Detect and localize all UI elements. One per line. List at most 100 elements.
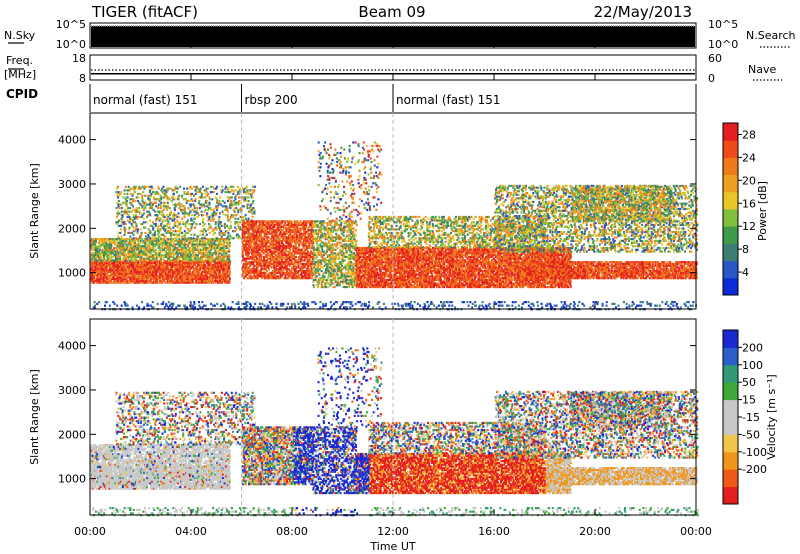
range-cell	[281, 255, 284, 258]
range-cell	[235, 302, 238, 305]
range-cell	[129, 239, 132, 243]
range-cell	[349, 306, 352, 309]
range-cell	[127, 214, 130, 217]
range-cell	[211, 191, 214, 194]
range-cell	[302, 269, 305, 273]
range-cell	[162, 192, 165, 196]
range-cell	[251, 269, 254, 273]
range-cell	[289, 222, 292, 225]
range-cell	[281, 269, 284, 273]
range-cell	[226, 191, 229, 194]
range-cell	[129, 187, 132, 190]
range-cell	[266, 230, 269, 234]
range-cell	[261, 277, 264, 280]
range-cell	[175, 274, 178, 277]
range-cell	[220, 224, 223, 227]
range-cell	[223, 241, 226, 244]
range-cell	[217, 250, 220, 253]
range-cell	[208, 196, 211, 199]
range-cell	[97, 270, 100, 274]
range-cell	[125, 270, 128, 274]
range-cell	[105, 239, 108, 243]
range-cell	[290, 245, 293, 248]
range-cell	[211, 198, 214, 201]
range-cell	[368, 304, 371, 307]
range-cell	[165, 276, 168, 279]
range-cell	[248, 248, 251, 251]
range-cell	[187, 207, 190, 210]
range-cell	[251, 255, 254, 258]
range-cell	[211, 238, 214, 241]
range-cell	[270, 252, 273, 255]
range-cell	[123, 265, 126, 268]
range-cell	[141, 261, 144, 265]
range-cell	[239, 215, 242, 219]
range-cell	[269, 250, 272, 253]
range-cell	[250, 203, 253, 206]
range-cell	[271, 273, 274, 276]
range-cell	[250, 241, 253, 244]
range-cell	[210, 252, 213, 255]
range-cell	[308, 229, 311, 232]
range-cell	[485, 306, 488, 309]
range-cell	[262, 223, 265, 227]
range-cell	[148, 246, 151, 250]
range-cell	[218, 259, 221, 262]
range-cell	[155, 198, 158, 201]
range-cell	[219, 196, 222, 199]
range-cell	[112, 255, 115, 258]
range-cell	[196, 274, 199, 277]
range-cell	[368, 301, 371, 304]
range-cell	[146, 248, 149, 251]
range-cell	[214, 250, 217, 253]
range-cell	[257, 261, 260, 264]
range-cell	[198, 199, 201, 203]
range-cell	[215, 257, 218, 260]
range-cell	[246, 243, 249, 246]
range-cell	[149, 248, 152, 251]
range-cell	[290, 243, 293, 246]
range-cell	[163, 224, 166, 227]
range-cell	[281, 250, 284, 253]
range-cell	[189, 267, 192, 270]
range-cell	[144, 243, 147, 246]
range-cell	[202, 267, 205, 270]
range-cell	[189, 192, 192, 196]
range-cell	[190, 281, 193, 284]
range-cell	[201, 254, 204, 257]
range-cell	[161, 187, 164, 190]
range-cell	[252, 191, 255, 194]
range-cell	[193, 245, 196, 248]
range-cell	[290, 257, 293, 260]
range-cell	[294, 304, 297, 307]
range-cell	[128, 259, 131, 262]
range-cell	[195, 243, 198, 246]
range-cell	[180, 210, 183, 213]
range-cell	[169, 279, 172, 282]
range-cell	[185, 306, 188, 309]
range-cell	[180, 246, 183, 250]
range-cell	[210, 281, 213, 284]
range-cell	[260, 243, 263, 246]
range-cell	[142, 217, 145, 220]
range-cell	[172, 281, 175, 284]
range-cell	[187, 250, 190, 253]
range-cell	[132, 198, 135, 201]
range-cell	[214, 226, 217, 229]
range-cell	[531, 302, 534, 305]
range-cell	[207, 257, 210, 260]
range-cell	[189, 246, 192, 250]
range-cell	[220, 248, 223, 251]
range-cell	[197, 187, 200, 190]
range-cell	[248, 223, 251, 227]
range-cell	[247, 203, 250, 206]
range-cell	[131, 238, 134, 241]
range-cell	[272, 227, 275, 230]
range-cell	[277, 245, 280, 248]
range-cell	[144, 241, 147, 244]
range-cell	[185, 231, 188, 235]
range-cell	[140, 233, 143, 236]
range-cell	[271, 277, 274, 280]
range-cell	[285, 236, 288, 239]
range-cell	[211, 267, 214, 270]
